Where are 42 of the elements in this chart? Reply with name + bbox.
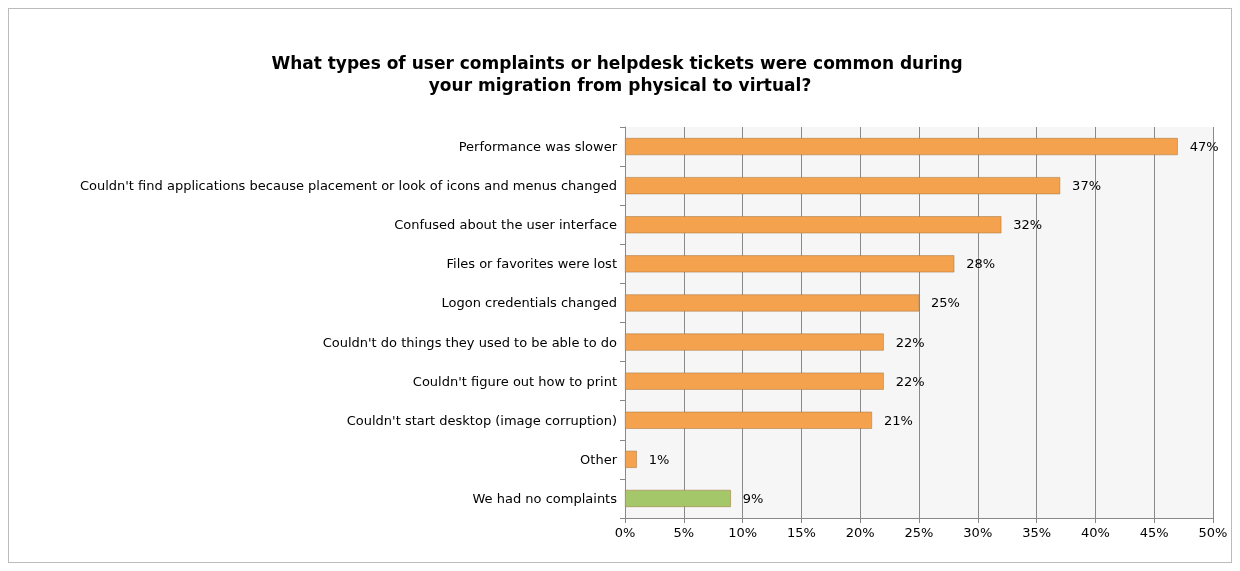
y-tick-label: Performance was slower: [458, 139, 618, 155]
bar: [625, 177, 1061, 195]
bar: [625, 372, 884, 390]
y-tick-label: Confused about the user interface: [394, 217, 617, 233]
x-tick-label: 20%: [845, 525, 875, 540]
y-tick-label: We had no complaints: [472, 490, 618, 506]
x-tick-label: 0%: [614, 525, 636, 540]
y-tick-label: Files or favorites were lost: [446, 256, 617, 272]
y-tick-label: Logon credentials changed: [441, 295, 617, 311]
x-tick-label: 30%: [963, 525, 993, 540]
data-label: 25%: [931, 295, 960, 311]
data-label: 21%: [883, 412, 913, 428]
y-tick-label: Couldn't start desktop (image corruption): [346, 412, 617, 428]
y-tick-label: Couldn't do things they used to be able to do: [322, 334, 618, 350]
bar: [625, 489, 731, 507]
data-label: 1%: [648, 451, 670, 467]
x-tick-label: 45%: [1139, 525, 1169, 540]
x-tick-label: 25%: [904, 525, 934, 540]
data-label: 28%: [966, 256, 996, 272]
chart-title: What types of user complaints or helpdesk tickets were common during your migration from physical to virtual?: [271, 53, 969, 95]
x-tick-label: 35%: [1022, 525, 1052, 540]
x-tick-label: 40%: [1080, 525, 1110, 540]
x-tick-label: 10%: [728, 525, 758, 540]
data-label: 37%: [1072, 178, 1102, 194]
y-tick-label: Couldn't figure out how to print: [412, 373, 617, 389]
bar: [625, 216, 1002, 234]
bar: [625, 294, 919, 312]
x-tick-label: 50%: [1198, 525, 1228, 540]
x-tick-label: 15%: [786, 525, 816, 540]
bar: [625, 255, 955, 273]
bar: [625, 333, 884, 351]
y-tick-label: Couldn't find applications because placement or look of icons and menus changed: [79, 178, 617, 194]
bar: [625, 411, 872, 429]
data-label: 32%: [1013, 217, 1043, 233]
bar: [625, 450, 637, 468]
x-tick-label: 5%: [673, 525, 695, 540]
data-label: 47%: [1189, 139, 1219, 155]
bar: [625, 138, 1178, 156]
data-label: 22%: [895, 334, 925, 350]
data-label: 22%: [895, 373, 925, 389]
y-tick-label: Other: [580, 451, 618, 467]
data-label: 9%: [742, 490, 764, 506]
